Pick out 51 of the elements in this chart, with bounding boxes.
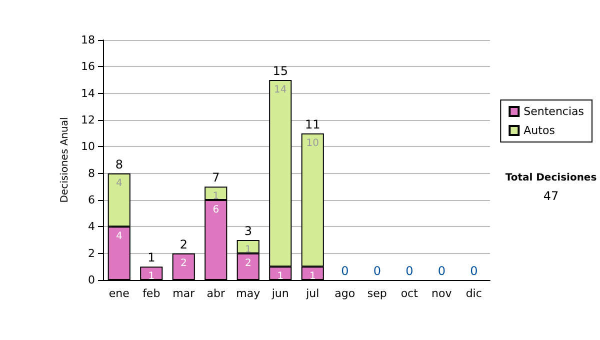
x-tick-label: feb (142, 287, 160, 300)
y-tick-label: 2 (88, 246, 95, 260)
legend-label: Sentencias (524, 105, 584, 118)
data-label: 1 (277, 271, 284, 282)
data-label: 6 (212, 204, 220, 216)
x-tick-label: oct (400, 287, 419, 300)
total-label: 0 (438, 264, 446, 278)
total-label: 1 (148, 250, 156, 265)
total-label: 7 (212, 170, 220, 185)
x-tick-label: jul (305, 287, 320, 300)
data-label: 1 (309, 271, 316, 282)
data-label: 10 (306, 138, 319, 149)
y-tick-label: 10 (81, 140, 95, 154)
total-label: 0 (470, 264, 478, 278)
data-label: 14 (274, 84, 287, 96)
total-label: 15 (272, 64, 288, 78)
x-tick-label: abr (206, 287, 226, 300)
x-tick-label: nov (432, 287, 452, 300)
y-tick-label: 12 (81, 114, 95, 126)
y-tick-label: 16 (81, 60, 95, 74)
data-label: 2 (180, 258, 187, 269)
data-label: 4 (116, 231, 122, 242)
y-tick-label: 6 (88, 194, 95, 206)
y-tick-label: 14 (81, 86, 95, 100)
text: Total Decisiones (505, 172, 597, 184)
legend-label: Autos (524, 124, 556, 137)
x-tick-label: jun (270, 287, 289, 300)
x-tick-label: sep (367, 287, 387, 300)
text: 47 (543, 189, 559, 203)
x-tick-label: dic (466, 287, 482, 300)
data-label: 1 (212, 191, 220, 202)
total-label: 0 (406, 264, 414, 278)
y-tick-label: 0 (88, 274, 95, 286)
total-label: 8 (115, 157, 123, 172)
x-tick-label: ago (334, 287, 356, 300)
data-label: 4 (116, 178, 122, 189)
total-label: 2 (180, 237, 188, 252)
x-tick-label: may (236, 287, 261, 300)
data-label: 2 (244, 258, 252, 269)
total-label: 3 (244, 224, 252, 238)
y-tick-label: 4 (88, 220, 95, 234)
x-tick-label: mar (172, 287, 196, 300)
data-label: 1 (244, 244, 252, 256)
total-label: 0 (373, 264, 381, 278)
y-tick-label: 8 (88, 166, 95, 180)
data-label: 1 (148, 271, 155, 282)
total-label: 11 (304, 117, 320, 132)
y-axis-title: Decisiones Anual (60, 117, 71, 203)
x-tick-label: ene (108, 287, 130, 300)
total-label: 0 (341, 264, 349, 278)
y-tick-label: 18 (81, 34, 95, 46)
